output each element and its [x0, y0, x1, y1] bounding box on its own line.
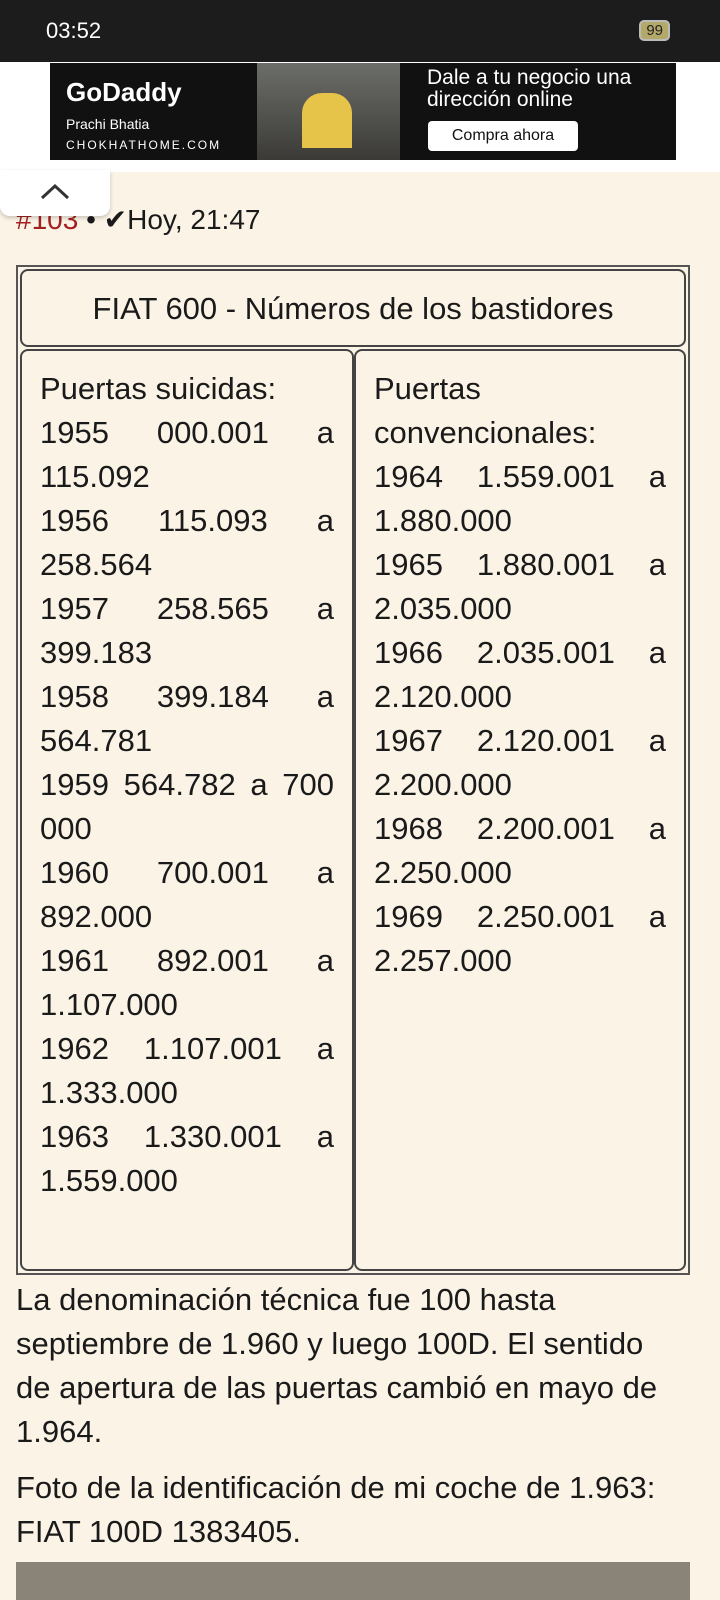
entry: 1957 258.565 a 399.183	[40, 587, 334, 675]
entry-year: 1963	[40, 1119, 109, 1154]
entry-range: 399.184 a 564.781	[40, 679, 334, 758]
ad-banner[interactable]: GoDaddy Prachi Bhatia CHOKHATHOME.COM Da…	[50, 63, 676, 160]
entry: 1966 2.035.001 a 2.120.000	[374, 631, 666, 719]
table: FIAT 600 - Números de los bastidores Pue…	[16, 265, 690, 1275]
ad-brand: GoDaddy	[66, 77, 182, 107]
entry-range: 258.565 a 399.183	[40, 591, 334, 670]
entry-year: 1967	[374, 723, 443, 758]
ad-site: CHOKHATHOME.COM	[66, 138, 222, 152]
post-time: Hoy, 21:47	[127, 204, 261, 235]
entry-year: 1959	[40, 767, 109, 802]
entry: 1968 2.200.001 a 2.250.000	[374, 807, 666, 895]
entry: 1960 700.001 a 892.000	[40, 851, 334, 939]
entry: 1964 1.559.001 a 1.880.000	[374, 455, 666, 543]
entry: 1959 564.782 a 700 000	[40, 763, 334, 851]
ad-person: Prachi Bhatia	[66, 116, 150, 132]
entry-range: 2.250.001 a 2.257.000	[374, 899, 666, 978]
entry-range: 892.001 a 1.107.000	[40, 943, 334, 1022]
post-body: La denominación técnica fue 100 hasta se…	[16, 1278, 686, 1566]
entry-year: 1957	[40, 591, 109, 626]
collapse-tab[interactable]	[0, 170, 110, 216]
entry-year: 1958	[40, 679, 109, 714]
table-column: Puertas suicidas: 1955 000.001 a 115.092 1…	[20, 349, 354, 1271]
status-bar: 03:52 99	[0, 0, 720, 62]
column-heading: Puertas convencionales:	[374, 371, 597, 450]
entry-year: 1961	[40, 943, 109, 978]
entry-year: 1965	[374, 547, 443, 582]
entry: 1958 399.184 a 564.781	[40, 675, 334, 763]
entry-range: 115.093 a 258.564	[40, 503, 334, 582]
entry: 1963 1.330.001 a 1.559.000	[40, 1115, 334, 1203]
paragraph: La denominación técnica fue 100 hasta se…	[16, 1282, 658, 1449]
entry-year: 1962	[40, 1031, 109, 1066]
clock: 03:52	[46, 18, 102, 43]
entry-year: 1956	[40, 503, 109, 538]
entry-year: 1964	[374, 459, 443, 494]
entry-year: 1966	[374, 635, 443, 670]
entry: 1955 000.001 a 115.092	[40, 411, 334, 499]
battery: 99	[639, 20, 670, 41]
entry: 1962 1.107.001 a 1.333.000	[40, 1027, 334, 1115]
entry: 1956 115.093 a 258.564	[40, 499, 334, 587]
entry-range: 000.001 a 115.092	[40, 415, 334, 494]
chevron	[40, 183, 70, 200]
entry: 1961 892.001 a 1.107.000	[40, 939, 334, 1027]
entry-range: 700.001 a 892.000	[40, 855, 334, 934]
paragraph: Foto de la identificación de mi coche de…	[16, 1470, 656, 1549]
entry: 1965 1.880.001 a 2.035.000	[374, 543, 666, 631]
table-title: FIAT 600 - Números de los bastidores	[20, 269, 686, 347]
entry-range: 1.880.001 a 2.035.000	[374, 547, 666, 626]
entry-range: 1.330.001 a 1.559.000	[40, 1119, 334, 1198]
entry-range: 2.120.001 a 2.200.000	[374, 723, 666, 802]
entry-range: 564.782 a 700 000	[40, 767, 334, 846]
entry-year: 1969	[374, 899, 443, 934]
photo[interactable]	[16, 1562, 690, 1600]
entry-year: 1960	[40, 855, 109, 890]
table-column: Puertas convencionales: 1964 1.559.001 a …	[354, 349, 686, 1271]
entry-range: 1.559.001 a 1.880.000	[374, 459, 666, 538]
ad-headline: Dale a tu negocio una dirección online	[427, 66, 632, 111]
entry: 1969 2.250.001 a 2.257.000	[374, 895, 666, 983]
ad-button[interactable]: Compra ahora	[428, 121, 578, 151]
entry-range: 2.200.001 a 2.250.000	[374, 811, 666, 890]
entry-range: 2.035.001 a 2.120.000	[374, 635, 666, 714]
person-figure	[302, 93, 352, 148]
column-heading: Puertas suicidas:	[40, 371, 277, 406]
entry-year: 1968	[374, 811, 443, 846]
entry-range: 1.107.001 a 1.333.000	[40, 1031, 334, 1110]
entry: 1967 2.120.001 a 2.200.000	[374, 719, 666, 807]
entry-year: 1955	[40, 415, 109, 450]
ad-photo	[257, 63, 400, 160]
